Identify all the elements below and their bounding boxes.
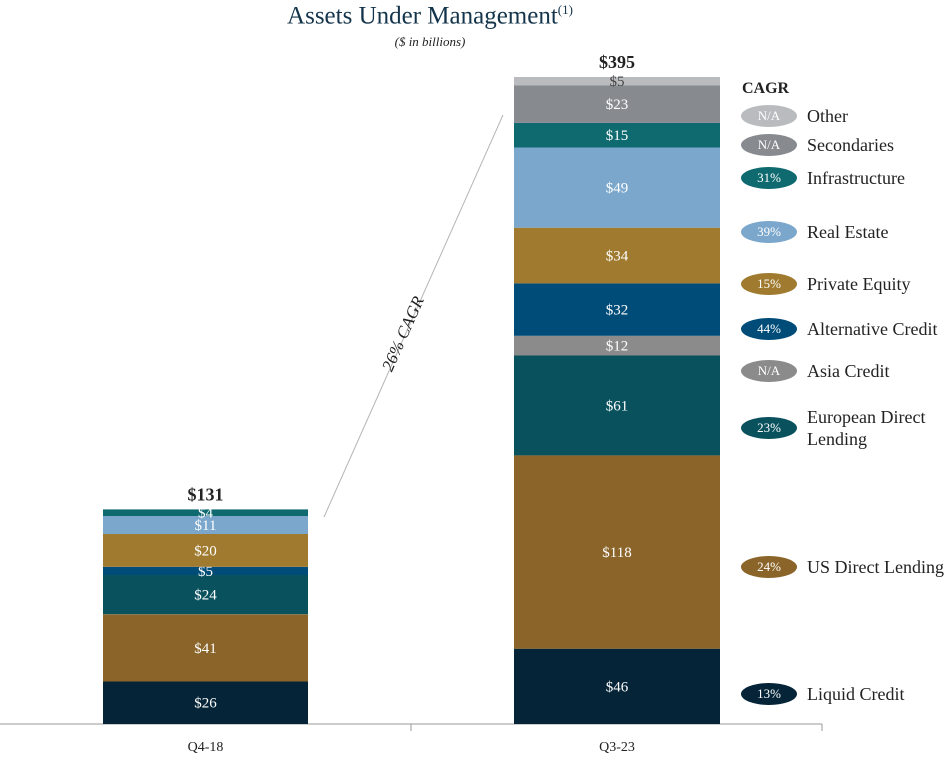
- chart-title: Assets Under Management(1): [287, 2, 573, 30]
- legend-item-infrastructure: 31% Infrastructure: [741, 167, 905, 189]
- x-tick-label: Q3-23: [599, 740, 635, 755]
- legend-label: Liquid Credit: [807, 684, 905, 704]
- legend-item-european-direct-lending: 23% European Direct Lending: [741, 406, 947, 450]
- data-label: $46: [606, 679, 629, 695]
- legend-label: US Direct Lending: [807, 557, 944, 577]
- legend-cagr-pill: N/A: [741, 360, 797, 382]
- bar-segment-real-estate: [514, 147, 720, 228]
- legend-item-liquid-credit: 13% Liquid Credit: [741, 683, 905, 705]
- legend-item-other: N/A Other: [741, 105, 848, 127]
- legend-item-real-estate: 39% Real Estate: [741, 221, 888, 243]
- bar-segment-real-estate: [103, 516, 308, 534]
- legend-cagr-pill: N/A: [741, 134, 797, 156]
- legend-label: Other: [807, 106, 848, 126]
- bar-segment-liquid-credit: [514, 648, 720, 724]
- x-tick-label: Q4-18: [188, 740, 224, 755]
- data-label: $118: [602, 545, 631, 561]
- legend-cagr-pill: 39%: [741, 221, 797, 243]
- bar-segment-alternative-credit: [514, 283, 720, 336]
- legend-cagr-header: CAGR: [742, 80, 790, 97]
- bar-segment-asia-credit: [514, 335, 720, 356]
- bar-total-label: $131: [188, 484, 224, 504]
- bar-segment-other: [514, 77, 720, 86]
- legend-cagr-pill: N/A: [741, 105, 797, 127]
- data-label: $61: [606, 398, 629, 414]
- cagr-annotation: 26% CAGR: [378, 293, 428, 374]
- bar-segment-us-direct-lending: [514, 455, 720, 649]
- bar-segment-alternative-credit: [103, 566, 308, 575]
- bar-segment-liquid-credit: [103, 681, 308, 724]
- bar-segment-private-equity: [103, 534, 308, 567]
- data-label: $11: [195, 518, 217, 534]
- bar-segment-european-direct-lending: [514, 355, 720, 456]
- data-label: $15: [606, 128, 629, 144]
- bar-segment-us-direct-lending: [103, 614, 308, 682]
- data-label: $24: [194, 588, 217, 604]
- data-label: $23: [606, 97, 629, 113]
- bar-segment-infrastructure: [514, 122, 720, 148]
- legend-label: Asia Credit: [807, 361, 890, 381]
- bar-total-label: $395: [599, 52, 635, 72]
- bar-segment-european-direct-lending: [103, 574, 308, 615]
- data-label: $49: [606, 181, 629, 197]
- data-label: $5: [610, 74, 625, 90]
- legend-cagr-pill: 23%: [741, 417, 797, 439]
- legend-label: European Direct Lending: [807, 407, 926, 449]
- legend-label: Infrastructure: [807, 168, 905, 188]
- data-label: $4: [198, 506, 214, 522]
- legend-label: Secondaries: [807, 135, 894, 155]
- legend-label: Real Estate: [807, 222, 889, 242]
- legend-label: Private Equity: [807, 274, 911, 294]
- data-label: $12: [606, 339, 629, 355]
- data-label: $34: [606, 249, 629, 265]
- legend-cagr-pill: 13%: [741, 683, 797, 705]
- legend-item-us-direct-lending: 24% US Direct Lending: [741, 556, 944, 578]
- data-label: $41: [194, 641, 217, 657]
- legend-cagr-pill: 44%: [741, 318, 797, 340]
- legend-cagr-pill: 31%: [741, 167, 797, 189]
- legend-item-secondaries: N/A Secondaries: [741, 134, 894, 156]
- legend-item-asia-credit: N/A Asia Credit: [741, 360, 890, 382]
- data-label: $32: [606, 303, 629, 319]
- data-label: $26: [194, 696, 217, 712]
- cagr-connector-line: [323, 114, 504, 518]
- data-label: $20: [194, 543, 217, 559]
- data-label: $5: [198, 564, 213, 580]
- bar-segment-secondaries: [514, 85, 720, 123]
- legend-cagr-pill: 24%: [741, 556, 797, 578]
- legend-item-alternative-credit: 44% Alternative Credit: [741, 318, 937, 340]
- bar-segment-infrastructure: [103, 509, 308, 516]
- legend-item-private-equity: 15% Private Equity: [741, 273, 910, 295]
- chart-subtitle: ($ in billions): [394, 34, 466, 49]
- bar-segment-private-equity: [514, 227, 720, 284]
- legend-label: Alternative Credit: [807, 319, 938, 339]
- legend-cagr-pill: 15%: [741, 273, 797, 295]
